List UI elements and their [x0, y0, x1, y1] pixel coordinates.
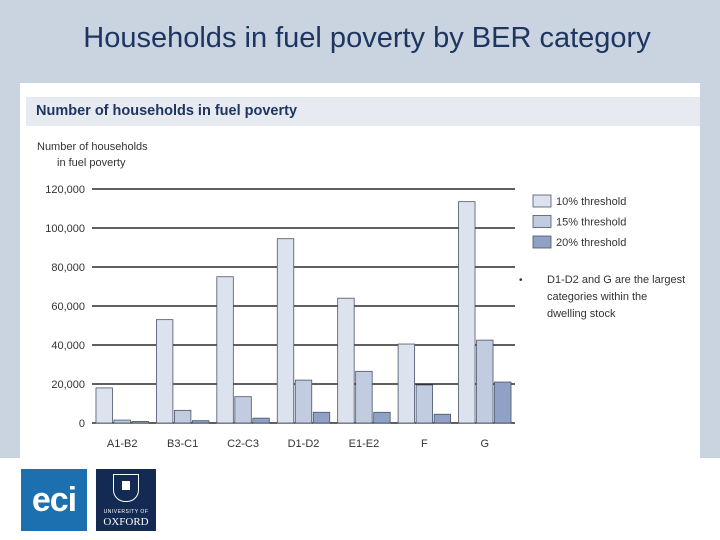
x-tick-label: E1-E2: [349, 438, 380, 450]
bar: [373, 411, 391, 424]
bar: [312, 411, 331, 424]
y-tick-label: 60,000: [51, 301, 85, 313]
bar: [234, 396, 252, 424]
figure-header-band: [26, 97, 700, 126]
bar: [355, 370, 373, 424]
legend-swatch: [532, 194, 552, 208]
note-bullet: •: [519, 275, 523, 286]
x-tick-label: B3-C1: [167, 438, 198, 450]
bar: [476, 339, 494, 424]
x-tick-label: D1-D2: [288, 438, 320, 450]
y-tick-label: 120,000: [45, 184, 85, 196]
y-tick-label: 80,000: [51, 262, 85, 274]
bar: [276, 238, 295, 424]
bar: [494, 381, 512, 424]
bar: [216, 276, 234, 424]
y-tick-label: 20,000: [51, 379, 85, 391]
bar: [95, 387, 113, 424]
x-tick-label: A1-B2: [107, 438, 138, 450]
bar: [433, 413, 452, 424]
x-tick-label: C2-C3: [227, 438, 259, 450]
oxford-logo-line-2: OXFORD: [103, 516, 149, 528]
oxford-crest-icon: [113, 474, 139, 502]
legend-swatch: [532, 215, 552, 228]
bar: [113, 419, 131, 424]
bar-chart: 0 20,000 40,000 60,000 80,000 100,000 120,000 A…: [45, 184, 685, 450]
note-text: categories within the: [547, 291, 647, 303]
oxford-logo-line-1: UNIVERSITY OF: [103, 509, 149, 515]
bar: [294, 379, 313, 424]
y-tick-label: 40,000: [51, 340, 85, 352]
y-tick-label: 0: [79, 418, 85, 430]
bar: [397, 343, 416, 424]
y-axis-label: Number of households in fuel poverty: [37, 139, 177, 171]
legend-label: 15% threshold: [556, 217, 626, 229]
x-tick-label: G: [481, 438, 490, 450]
eci-logo: eci: [21, 469, 87, 531]
note-text: D1-D2 and G are the largest: [547, 274, 685, 286]
y-tick-label: 100,000: [45, 223, 85, 235]
chart-title: Number of households in fuel poverty: [36, 103, 298, 119]
eci-logo-text: eci: [31, 480, 77, 519]
bar: [252, 417, 270, 424]
bar: [191, 420, 210, 424]
bar: [415, 384, 434, 424]
bar: [155, 319, 174, 424]
x-tick-label: F: [421, 438, 428, 450]
note-text: dwelling stock: [547, 308, 616, 320]
y-axis-label-line-2: in fuel poverty: [57, 157, 126, 169]
bar: [173, 409, 192, 424]
y-axis-label-line-1: Number of households: [37, 141, 148, 153]
bar: [131, 421, 149, 424]
legend-label: 10% threshold: [556, 196, 626, 208]
oxford-logo: UNIVERSITY OF OXFORD: [96, 469, 156, 531]
legend-swatch: [532, 235, 552, 249]
slide-title: Households in fuel poverty by BER catego…: [83, 22, 651, 54]
bar: [337, 297, 355, 424]
bar: [458, 201, 476, 424]
legend-label: 20% threshold: [556, 237, 626, 249]
